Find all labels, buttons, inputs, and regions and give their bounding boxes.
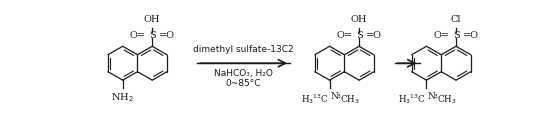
- Text: 0~85°C: 0~85°C: [226, 79, 261, 88]
- Text: OH: OH: [351, 15, 367, 24]
- Text: OH: OH: [144, 15, 161, 24]
- Text: O=: O=: [336, 31, 352, 40]
- Text: H$_3$$^{13}$C: H$_3$$^{13}$C: [398, 92, 427, 106]
- Text: O=: O=: [433, 31, 449, 40]
- Text: $^3$CH$_3$: $^3$CH$_3$: [336, 92, 360, 106]
- Text: NH$_2$: NH$_2$: [111, 91, 134, 104]
- Text: =O: =O: [366, 31, 382, 40]
- Text: =O: =O: [463, 31, 479, 40]
- Text: S: S: [453, 31, 459, 40]
- Text: Cl: Cl: [451, 15, 461, 24]
- Text: N: N: [330, 92, 338, 101]
- Text: N: N: [427, 92, 435, 101]
- Text: S: S: [356, 31, 362, 40]
- Text: O=: O=: [129, 31, 145, 40]
- Text: S: S: [149, 31, 156, 40]
- Text: =O: =O: [159, 31, 175, 40]
- Text: $^3$CH$_3$: $^3$CH$_3$: [433, 92, 456, 106]
- Text: H$_3$$^{13}$C: H$_3$$^{13}$C: [301, 92, 330, 106]
- Text: dimethyl sulfate-13C2: dimethyl sulfate-13C2: [193, 45, 294, 54]
- Text: NaHCO₃, H₂O: NaHCO₃, H₂O: [214, 69, 273, 78]
